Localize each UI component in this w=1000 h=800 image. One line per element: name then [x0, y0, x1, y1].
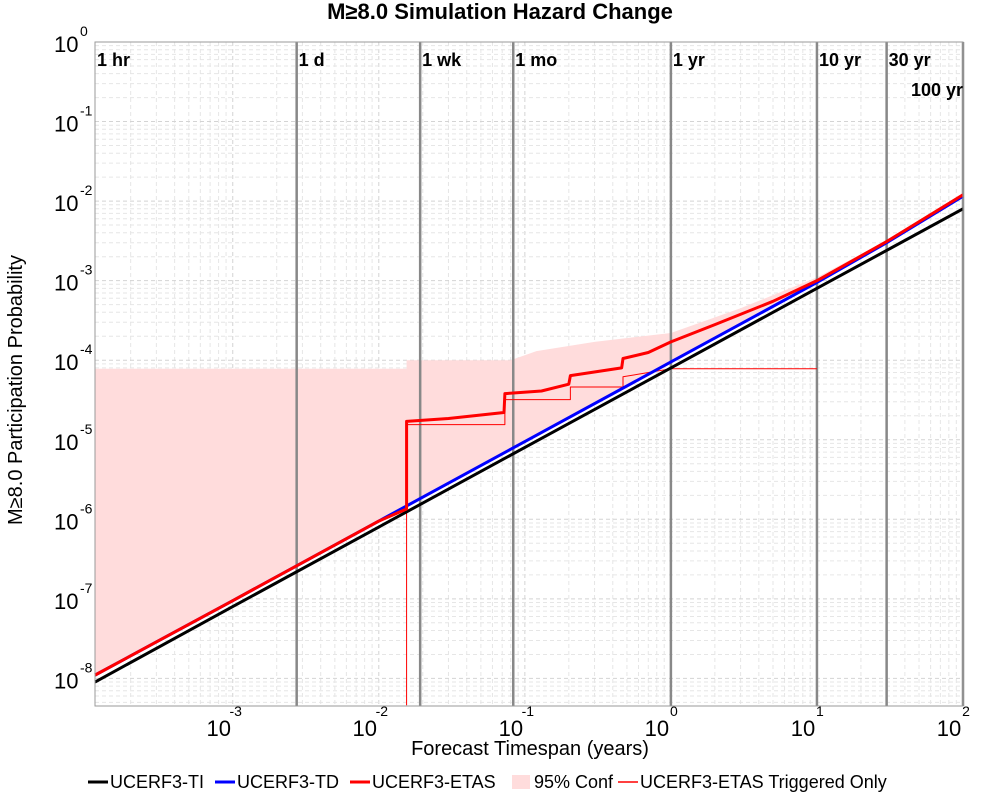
svg-text:-2: -2: [80, 182, 93, 198]
svg-text:10: 10: [54, 350, 78, 375]
x-tick-label: 10-2: [353, 703, 389, 741]
legend-label: 95% Conf: [534, 772, 614, 792]
x-tick-label: 100: [645, 703, 678, 741]
series-line-ucerf3-ti: [94, 207, 964, 684]
chart-title: M≥8.0 Simulation Hazard Change: [327, 0, 673, 24]
y-tick-label: 10-1: [54, 103, 93, 137]
svg-text:10: 10: [645, 716, 669, 741]
legend-item: UCERF3-TI: [88, 772, 204, 792]
plot-frame: [94, 41, 964, 707]
svg-text:-8: -8: [80, 659, 93, 675]
legend-label: UCERF3-ETAS: [372, 772, 496, 792]
svg-text:10: 10: [54, 271, 78, 296]
svg-text:-6: -6: [80, 500, 93, 516]
svg-text:-7: -7: [80, 580, 93, 596]
svg-text:0: 0: [80, 23, 88, 39]
svg-text:10: 10: [937, 716, 961, 741]
series-line-ucerf3-etas-triggered-only: [406, 368, 817, 706]
x-tick-label: 10-1: [499, 703, 535, 741]
marker-label: 1 hr: [97, 50, 130, 70]
marker-label: 100 yr: [911, 80, 963, 100]
svg-text:10: 10: [54, 191, 78, 216]
marker-label: 1 d: [299, 50, 325, 70]
legend-item: UCERF3-TD: [215, 772, 339, 792]
svg-text:10: 10: [54, 32, 78, 57]
y-tick-label: 10-6: [54, 500, 93, 534]
svg-text:10: 10: [54, 668, 78, 693]
svg-text:-3: -3: [230, 703, 243, 719]
svg-text:10: 10: [206, 716, 230, 741]
svg-text:10: 10: [54, 589, 78, 614]
y-tick-label: 10-2: [54, 182, 93, 216]
legend-swatch: [512, 775, 530, 789]
legend-item: UCERF3-ETAS: [350, 772, 496, 792]
marker-labels: 1 hr 1 d 1 wk 1 mo 1 yr 10 yr 30 yr 100 yr: [97, 50, 963, 100]
svg-text:-5: -5: [80, 421, 93, 437]
legend-label: UCERF3-ETAS Triggered Only: [640, 772, 887, 792]
legend-item: 95% Conf: [512, 772, 614, 792]
marker-label: 10 yr: [819, 50, 861, 70]
svg-text:-1: -1: [522, 703, 535, 719]
svg-text:-2: -2: [376, 703, 389, 719]
x-tick-label: 102: [937, 703, 970, 741]
svg-text:10: 10: [54, 430, 78, 455]
svg-text:10: 10: [499, 716, 523, 741]
series-layer: [94, 193, 964, 706]
svg-text:-4: -4: [80, 341, 93, 357]
marker-label: 1 wk: [422, 50, 462, 70]
x-tick-label: 101: [791, 703, 824, 741]
svg-text:1: 1: [816, 703, 824, 719]
marker-label: 1 yr: [673, 50, 705, 70]
legend-label: UCERF3-TI: [110, 772, 204, 792]
svg-text:10: 10: [54, 509, 78, 534]
x-tick-label: 10-3: [206, 703, 242, 741]
y-tick-label: 10-7: [54, 580, 93, 614]
marker-label: 1 mo: [515, 50, 557, 70]
y-tick-label: 10-8: [54, 659, 93, 693]
legend-label: UCERF3-TD: [237, 772, 339, 792]
y-tick-label: 10-5: [54, 421, 93, 455]
series-line-ucerf3-etas: [94, 193, 964, 677]
svg-text:10: 10: [54, 112, 78, 137]
y-axis-label: M≥8.0 Participation Probability: [5, 255, 27, 525]
legend: UCERF3-TI UCERF3-TD UCERF3-ETAS 95% Conf UCE…: [88, 772, 887, 792]
svg-text:-1: -1: [80, 103, 93, 119]
svg-text:-3: -3: [80, 262, 93, 278]
y-tick-label: 10-3: [54, 262, 93, 296]
legend-item: UCERF3-ETAS Triggered Only: [618, 772, 887, 792]
svg-text:10: 10: [353, 716, 377, 741]
y-tick-label: 100: [54, 23, 88, 57]
svg-text:2: 2: [962, 703, 970, 719]
marker-label: 30 yr: [889, 50, 931, 70]
svg-text:10: 10: [791, 716, 815, 741]
y-tick-label: 10-4: [54, 341, 93, 375]
x-axis-label: Forecast Timespan (years): [411, 738, 649, 760]
svg-text:0: 0: [670, 703, 678, 719]
